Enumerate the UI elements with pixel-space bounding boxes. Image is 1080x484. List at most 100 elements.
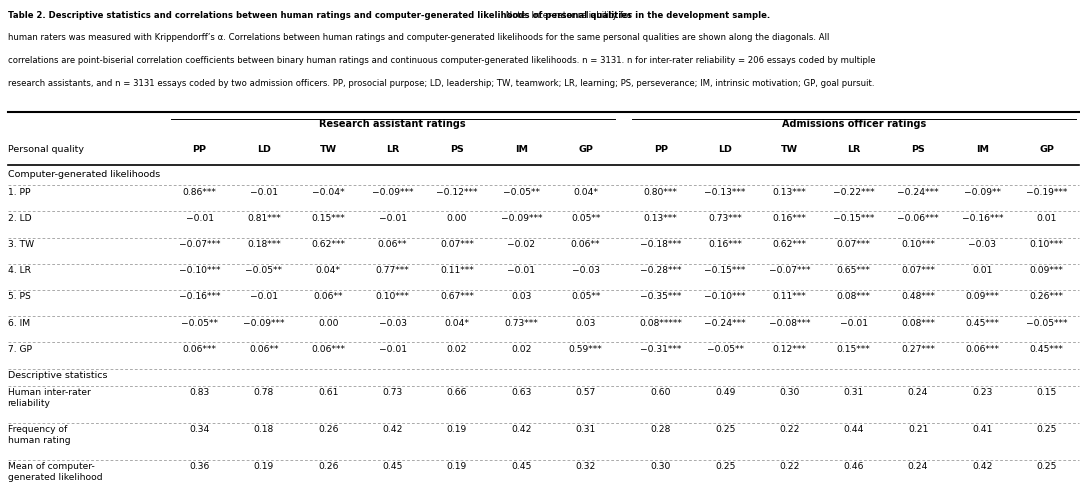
Text: −0.18***: −0.18*** (640, 240, 681, 249)
Text: TW: TW (320, 145, 337, 154)
Text: 0.07***: 0.07*** (837, 240, 870, 249)
Text: 0.46: 0.46 (843, 461, 864, 470)
Text: 0.26: 0.26 (318, 461, 338, 470)
Text: 0.25: 0.25 (715, 424, 735, 434)
Text: 0.11***: 0.11*** (772, 292, 807, 301)
Text: −0.05**: −0.05** (181, 318, 218, 327)
Text: 0.45***: 0.45*** (966, 318, 999, 327)
Text: 0.08***: 0.08*** (837, 292, 870, 301)
Text: 0.09***: 0.09*** (966, 292, 999, 301)
Text: 0.73: 0.73 (382, 388, 403, 397)
Text: Frequency of
human rating: Frequency of human rating (8, 424, 70, 444)
Text: −0.05**: −0.05** (245, 266, 282, 275)
Text: 0.08***: 0.08*** (901, 318, 935, 327)
Text: correlations are point-biserial correlation coefficients between binary human ra: correlations are point-biserial correlat… (8, 56, 875, 65)
Text: 7. GP: 7. GP (8, 344, 31, 353)
Text: Human inter-rater
reliability: Human inter-rater reliability (8, 388, 91, 408)
Text: −0.01: −0.01 (379, 344, 406, 353)
Text: 0.10***: 0.10*** (901, 240, 935, 249)
Text: 0.04*: 0.04* (573, 187, 598, 197)
Text: 0.26: 0.26 (318, 424, 338, 434)
Text: 0.65***: 0.65*** (837, 266, 870, 275)
Text: 0.19: 0.19 (447, 461, 467, 470)
Text: −0.02: −0.02 (508, 240, 536, 249)
Text: 0.15***: 0.15*** (311, 213, 346, 223)
Text: 0.22: 0.22 (779, 424, 799, 434)
Text: −0.04*: −0.04* (312, 187, 345, 197)
Text: 0.30: 0.30 (779, 388, 799, 397)
Text: 0.80***: 0.80*** (644, 187, 677, 197)
Text: 0.32: 0.32 (576, 461, 596, 470)
Text: 0.10***: 0.10*** (1030, 240, 1064, 249)
Text: 0.12***: 0.12*** (772, 344, 807, 353)
Text: 0.21: 0.21 (908, 424, 929, 434)
Text: 0.31: 0.31 (843, 388, 864, 397)
Text: 0.25: 0.25 (715, 461, 735, 470)
Text: 0.86***: 0.86*** (183, 187, 216, 197)
Text: 0.42: 0.42 (382, 424, 403, 434)
Text: 0.57: 0.57 (576, 388, 596, 397)
Text: IM: IM (976, 145, 989, 154)
Text: 0.41: 0.41 (972, 424, 993, 434)
Text: TW: TW (781, 145, 798, 154)
Text: 0.11***: 0.11*** (440, 266, 474, 275)
Text: 0.06**: 0.06** (571, 240, 600, 249)
Text: 0.13***: 0.13*** (644, 213, 677, 223)
Text: 0.78: 0.78 (254, 388, 274, 397)
Text: Mean of computer-
generated likelihood: Mean of computer- generated likelihood (8, 461, 103, 481)
Text: 0.03: 0.03 (576, 318, 596, 327)
Text: −0.35***: −0.35*** (640, 292, 681, 301)
Text: −0.07***: −0.07*** (179, 240, 220, 249)
Text: 0.45: 0.45 (382, 461, 403, 470)
Text: −0.07***: −0.07*** (769, 266, 810, 275)
Text: 3. TW: 3. TW (8, 240, 33, 249)
Text: 0.48***: 0.48*** (901, 292, 935, 301)
Text: 0.26***: 0.26*** (1029, 292, 1064, 301)
Text: 0.44: 0.44 (843, 424, 864, 434)
Text: 4. LR: 4. LR (8, 266, 30, 275)
Text: 0.16***: 0.16*** (708, 240, 742, 249)
Text: 0.59***: 0.59*** (569, 344, 603, 353)
Text: Note: Inter-rater reliability for: Note: Inter-rater reliability for (503, 11, 632, 20)
Text: LR: LR (847, 145, 861, 154)
Text: 0.81***: 0.81*** (247, 213, 281, 223)
Text: −0.05***: −0.05*** (1026, 318, 1067, 327)
Text: −0.13***: −0.13*** (704, 187, 746, 197)
Text: 0.00: 0.00 (318, 318, 338, 327)
Text: 0.18***: 0.18*** (247, 240, 281, 249)
Text: 1. PP: 1. PP (8, 187, 30, 197)
Text: 0.23: 0.23 (972, 388, 993, 397)
Text: Admissions officer ratings: Admissions officer ratings (782, 119, 926, 129)
Text: 0.73***: 0.73*** (708, 213, 742, 223)
Text: LR: LR (386, 145, 400, 154)
Text: −0.03: −0.03 (969, 240, 997, 249)
Text: PS: PS (912, 145, 924, 154)
Text: −0.01: −0.01 (186, 213, 214, 223)
Text: 0.83: 0.83 (189, 388, 210, 397)
Text: −0.16***: −0.16*** (179, 292, 220, 301)
Text: −0.28***: −0.28*** (640, 266, 681, 275)
Text: 0.02: 0.02 (447, 344, 468, 353)
Text: 0.42: 0.42 (511, 424, 531, 434)
Text: PP: PP (653, 145, 667, 154)
Text: 0.02: 0.02 (511, 344, 531, 353)
Text: −0.05**: −0.05** (503, 187, 540, 197)
Text: GP: GP (1039, 145, 1054, 154)
Text: 0.63: 0.63 (511, 388, 531, 397)
Text: 0.66: 0.66 (447, 388, 468, 397)
Text: 0.01: 0.01 (1037, 213, 1057, 223)
Text: 0.06**: 0.06** (378, 240, 407, 249)
Text: Computer-generated likelihoods: Computer-generated likelihoods (8, 170, 160, 179)
Text: 0.00: 0.00 (447, 213, 468, 223)
Text: −0.10***: −0.10*** (704, 292, 746, 301)
Text: 0.07***: 0.07*** (440, 240, 474, 249)
Text: 0.04*: 0.04* (315, 266, 341, 275)
Text: −0.03: −0.03 (379, 318, 406, 327)
Text: 0.45***: 0.45*** (1030, 344, 1064, 353)
Text: 0.07***: 0.07*** (901, 266, 935, 275)
Text: 0.06**: 0.06** (249, 344, 279, 353)
Text: 0.28: 0.28 (650, 424, 671, 434)
Text: 0.19: 0.19 (447, 424, 467, 434)
Text: 0.03: 0.03 (511, 292, 531, 301)
Text: IM: IM (515, 145, 528, 154)
